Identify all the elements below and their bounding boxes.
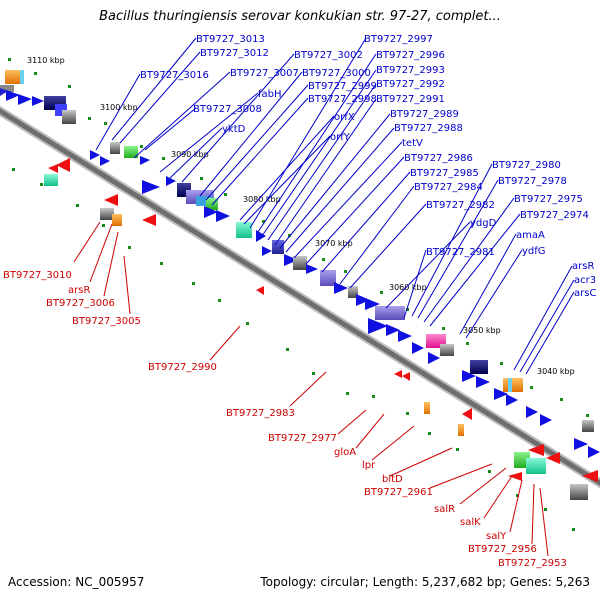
gene-label[interactable]: yktD bbox=[222, 124, 246, 135]
bottom-gene-labels: BT9727_3010 arsR BT9727_3006 BT9727_3005… bbox=[3, 270, 567, 569]
kbp-tick: 3050 kbp bbox=[463, 326, 501, 335]
gene-label[interactable]: BT9727_3002 bbox=[294, 50, 363, 61]
upper-dot-track bbox=[8, 58, 589, 417]
gene-label[interactable]: BT9727_2983 bbox=[226, 408, 295, 419]
gene-label[interactable]: BT9727_3000 bbox=[302, 68, 371, 79]
lower-strand-genes bbox=[44, 158, 598, 500]
gene-label[interactable]: arsC bbox=[574, 288, 596, 299]
accession-text: Accession: NC_005957 bbox=[8, 575, 145, 589]
gene-label[interactable]: BT9727_3008 bbox=[193, 104, 262, 115]
gene-label[interactable]: ydfG bbox=[522, 246, 546, 257]
gene-label[interactable]: BT9727_2956 bbox=[468, 544, 537, 555]
gene-label[interactable]: BT9727_2992 bbox=[376, 79, 445, 90]
top-leader-lines bbox=[95, 37, 575, 375]
gene-label[interactable]: orfX bbox=[334, 112, 355, 123]
top-gene-labels: BT9727_3013 BT9727_3012 BT9727_3016 BT97… bbox=[140, 34, 596, 299]
gene-label[interactable]: arsR bbox=[68, 285, 90, 296]
gene-label[interactable]: BT9727_2989 bbox=[390, 109, 459, 120]
gene-label[interactable]: BT9727_2980 bbox=[492, 160, 561, 171]
gene-label[interactable]: BT9727_3006 bbox=[46, 298, 115, 309]
gene-label[interactable]: acr3 bbox=[574, 275, 596, 286]
gene-label[interactable]: salY bbox=[486, 531, 507, 542]
gene-label[interactable]: BT9727_3010 bbox=[3, 270, 72, 281]
gene-label[interactable]: BT9727_2985 bbox=[410, 168, 479, 179]
gene-label[interactable]: BT9727_2999 bbox=[308, 81, 377, 92]
gene-label[interactable]: BT9727_2993 bbox=[376, 65, 445, 76]
lower-dot-track bbox=[12, 168, 575, 531]
kbp-tick: 3100 kbp bbox=[100, 103, 138, 112]
gene-label[interactable]: arsR bbox=[572, 261, 594, 272]
gene-label[interactable]: BT9727_3007 bbox=[230, 68, 299, 79]
gene-label[interactable]: amaA bbox=[516, 230, 545, 241]
gene-label[interactable]: lpr bbox=[362, 460, 376, 471]
gene-label[interactable]: BT9727_3016 bbox=[140, 70, 209, 81]
gene-label[interactable]: tetV bbox=[402, 138, 423, 149]
gene-label[interactable]: BT9727_2996 bbox=[376, 50, 445, 61]
kbp-tick: 3090 kbp bbox=[171, 150, 209, 159]
kbp-tick: 3040 kbp bbox=[537, 367, 575, 376]
gene-label[interactable]: ydgD bbox=[470, 218, 497, 229]
gene-label[interactable]: BT9727_2990 bbox=[148, 362, 217, 373]
gene-label[interactable]: BT9727_2975 bbox=[514, 194, 583, 205]
gene-label[interactable]: salR bbox=[434, 504, 455, 515]
kbp-tick: 3070 kbp bbox=[315, 239, 353, 248]
map-title: Bacillus thuringiensis serovar konkukian… bbox=[99, 9, 501, 24]
genome-backbone bbox=[0, 105, 600, 489]
kbp-tick: 3080 kbp bbox=[243, 195, 281, 204]
gene-label[interactable]: BT9727_3012 bbox=[200, 48, 269, 59]
gene-label[interactable]: salK bbox=[460, 517, 481, 528]
gene-label[interactable]: gloA bbox=[334, 447, 356, 458]
gene-label[interactable]: orfY bbox=[330, 132, 351, 143]
gene-label[interactable]: BT9727_2988 bbox=[394, 123, 463, 134]
gene-label[interactable]: BT9727_2978 bbox=[498, 176, 567, 187]
gene-label[interactable]: BT9727_2977 bbox=[268, 433, 337, 444]
bottom-leader-lines bbox=[73, 221, 549, 557]
gene-label[interactable]: BT9727_2982 bbox=[426, 200, 495, 211]
gene-label[interactable]: BT9727_2961 bbox=[364, 487, 433, 498]
kbp-tick: 3110 kbp bbox=[27, 56, 65, 65]
kbp-tick: 3060 kbp bbox=[389, 283, 427, 292]
gene-label[interactable]: BT9727_2974 bbox=[520, 210, 589, 221]
gene-label[interactable]: BT9727_2984 bbox=[414, 182, 483, 193]
gene-label[interactable]: BT9727_2991 bbox=[376, 94, 445, 105]
gene-label[interactable]: BT9727_3005 bbox=[72, 316, 141, 327]
gene-label[interactable]: BT9727_2953 bbox=[498, 558, 567, 569]
kbp-scale: 3110 kbp 3100 kbp 3090 kbp 3080 kbp 3070… bbox=[27, 56, 575, 376]
gene-label[interactable]: BT9727_2981 bbox=[426, 247, 495, 258]
gene-label[interactable]: bltD bbox=[382, 474, 403, 485]
topology-text: Topology: circular; Length: 5,237,682 bp… bbox=[260, 575, 590, 589]
gene-label[interactable]: BT9727_2997 bbox=[364, 34, 433, 45]
upper-strand-genes bbox=[0, 70, 600, 458]
gene-label[interactable]: BT9727_2998 bbox=[308, 94, 377, 105]
gene-label[interactable]: BT9727_2986 bbox=[404, 153, 473, 164]
gene-label[interactable]: BT9727_3013 bbox=[196, 34, 265, 45]
gene-label[interactable]: fabH bbox=[258, 89, 282, 100]
